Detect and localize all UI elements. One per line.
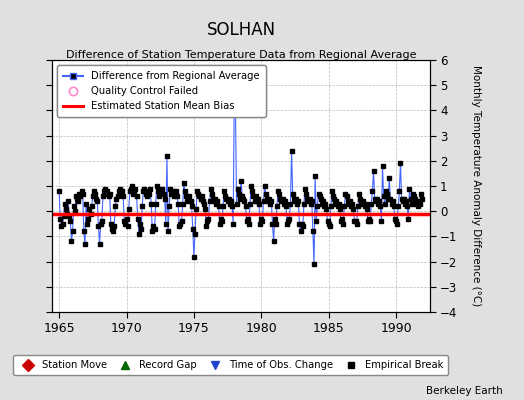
Y-axis label: Monthly Temperature Anomaly Difference (°C): Monthly Temperature Anomaly Difference (… [472, 65, 482, 307]
Title: SOLHAN: SOLHAN [206, 21, 276, 39]
Legend: Difference from Regional Average, Quality Control Failed, Estimated Station Mean: Difference from Regional Average, Qualit… [58, 65, 266, 117]
Legend: Station Move, Record Gap, Time of Obs. Change, Empirical Break: Station Move, Record Gap, Time of Obs. C… [13, 355, 448, 375]
Text: Berkeley Earth: Berkeley Earth [427, 386, 503, 396]
Text: Difference of Station Temperature Data from Regional Average: Difference of Station Temperature Data f… [66, 50, 416, 60]
